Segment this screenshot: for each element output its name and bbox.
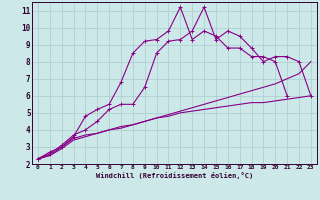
- X-axis label: Windchill (Refroidissement éolien,°C): Windchill (Refroidissement éolien,°C): [96, 172, 253, 179]
